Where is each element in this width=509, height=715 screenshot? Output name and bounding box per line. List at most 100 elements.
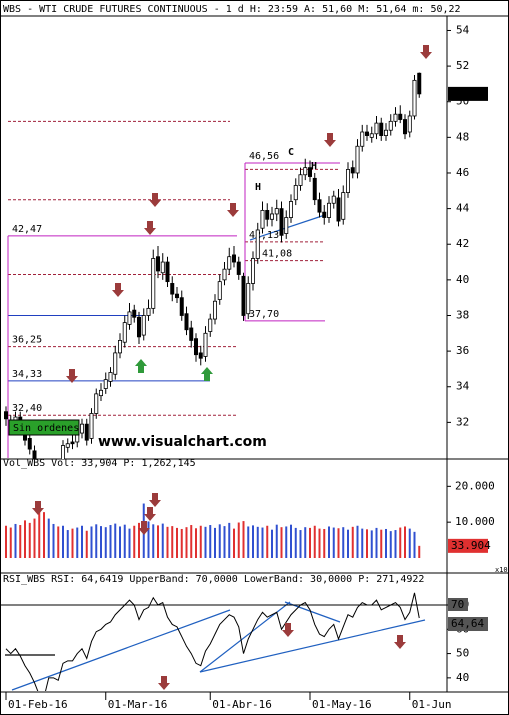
volume-bar xyxy=(52,523,55,558)
volume-bar xyxy=(351,526,354,558)
panel-title: RSI_WBS RSI: 64,6419 UpperBand: 70,0000 … xyxy=(3,574,424,585)
y-tick-label: 36 xyxy=(456,344,469,357)
volume-bar xyxy=(81,525,83,558)
candle-body xyxy=(4,411,9,420)
signal-arrow xyxy=(149,493,161,507)
last-value-label: 64,64 xyxy=(451,617,484,630)
volume-bar xyxy=(28,522,31,558)
candle-body xyxy=(393,113,398,122)
volume-bar xyxy=(133,525,136,558)
signal-arrow xyxy=(138,521,150,535)
candle-body xyxy=(170,283,175,295)
candle-body xyxy=(412,79,417,117)
trend-line xyxy=(199,619,426,673)
x-tick-label: 01-May-16 xyxy=(312,698,372,711)
candle-body xyxy=(265,209,270,220)
volume-bar xyxy=(90,526,93,558)
candle-body xyxy=(303,167,308,176)
band-label: 70 xyxy=(451,598,464,611)
volume-bar xyxy=(47,518,50,558)
candle-body xyxy=(141,315,146,336)
volume-bar xyxy=(62,525,64,558)
signal-arrow xyxy=(135,359,147,373)
volume-bar xyxy=(147,521,150,558)
candle-body xyxy=(383,129,388,136)
volume-bar xyxy=(294,527,297,558)
level-label: 37,70 xyxy=(249,309,279,320)
volume-bar xyxy=(247,526,250,558)
volume-bar xyxy=(342,527,345,558)
order-label: Sin ordenes xyxy=(13,423,79,434)
candle-body xyxy=(241,275,246,316)
candle-body xyxy=(84,423,89,441)
candle-body xyxy=(255,229,260,259)
candle-body xyxy=(94,393,99,414)
candle-body xyxy=(246,283,251,315)
candle-body xyxy=(208,318,213,332)
last-value-box xyxy=(448,86,488,101)
volume-bar xyxy=(399,527,402,558)
candle-body xyxy=(198,352,203,359)
volume-bar xyxy=(123,524,126,558)
candle-body xyxy=(298,174,303,186)
candle-body xyxy=(151,258,156,309)
volume-bar xyxy=(152,524,155,558)
candle-body xyxy=(402,119,407,135)
candle-body xyxy=(364,131,369,136)
candle-body xyxy=(203,332,208,357)
volume-bar xyxy=(233,528,235,558)
volume-bar xyxy=(299,530,302,558)
volume-bar xyxy=(114,523,117,558)
volume-bar xyxy=(138,522,140,558)
volume-bar xyxy=(85,530,88,558)
volume-bar xyxy=(180,528,183,558)
volume-bar xyxy=(313,525,316,558)
signal-arrow xyxy=(420,45,432,59)
volume-bar xyxy=(290,524,292,558)
volume-bar xyxy=(328,526,330,558)
volume-bar xyxy=(266,525,269,558)
volume-bar xyxy=(375,527,378,558)
volume-bar xyxy=(190,525,193,558)
volume-bar xyxy=(33,518,36,558)
candle-body xyxy=(118,340,123,354)
candle-body xyxy=(326,202,331,218)
y-tick-label: 32 xyxy=(456,415,469,428)
pattern-letter: H xyxy=(255,182,261,193)
candle-body xyxy=(350,167,355,174)
candle-body xyxy=(65,443,70,448)
volume-bar xyxy=(157,525,159,558)
signal-arrow xyxy=(394,635,406,649)
candle-body xyxy=(127,311,132,325)
volume-bar xyxy=(361,528,364,558)
y-tick-label: 48 xyxy=(456,130,469,143)
volume-bar xyxy=(271,529,273,558)
candle-body xyxy=(331,195,336,204)
candle-body xyxy=(269,213,274,220)
candle-body xyxy=(80,423,85,434)
last-value-label: 50,44 xyxy=(451,87,484,100)
level-label: 42,47 xyxy=(12,224,42,235)
volume-bar xyxy=(366,529,368,558)
signal-arrow xyxy=(66,369,78,383)
y-tick-label: 34 xyxy=(456,380,470,393)
signal-arrow xyxy=(149,193,161,207)
volume-bar xyxy=(304,527,307,558)
candle-body xyxy=(417,72,422,95)
candle-body xyxy=(136,316,141,338)
candle-body xyxy=(113,352,118,375)
volume-bar xyxy=(347,529,349,558)
volume-bar xyxy=(24,520,26,558)
candle-body xyxy=(99,389,104,397)
price-panel: 42,47 36,25 34,33 32,40 46,56 42,13 41,08 37,70 xyxy=(4,72,422,459)
volume-bar xyxy=(119,526,121,558)
candle-body xyxy=(146,307,151,316)
volume-bar xyxy=(218,524,221,558)
candle-body xyxy=(189,327,194,341)
candle-body xyxy=(227,256,232,270)
level-label: 41,08 xyxy=(262,249,292,260)
candle-body xyxy=(108,372,113,382)
x-tick-label: 01-Abr-16 xyxy=(212,698,272,711)
candle-body xyxy=(184,313,189,331)
candle-body xyxy=(374,122,379,135)
